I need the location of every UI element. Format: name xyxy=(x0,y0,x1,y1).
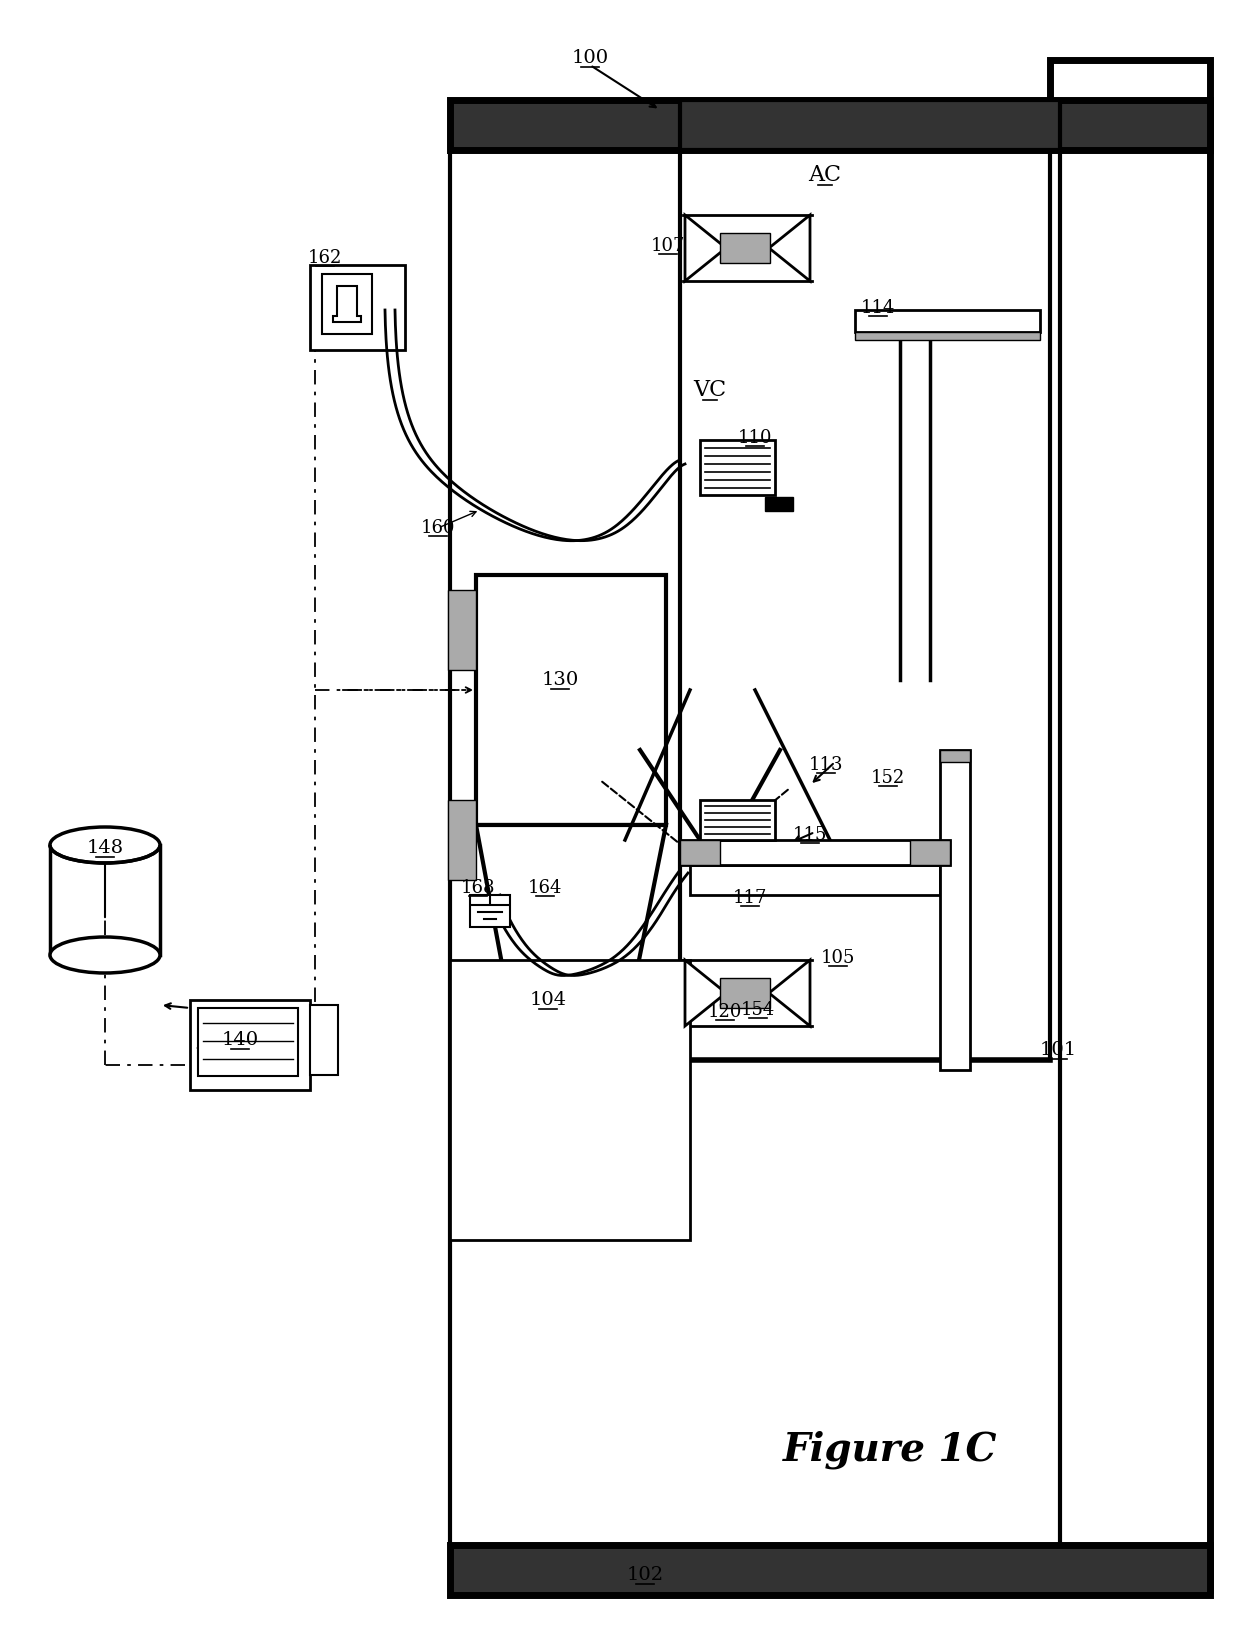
Text: 104: 104 xyxy=(529,991,567,1009)
Polygon shape xyxy=(684,960,725,1025)
Text: AC: AC xyxy=(808,165,842,186)
Bar xyxy=(450,960,689,1239)
Polygon shape xyxy=(334,286,361,323)
Bar xyxy=(476,574,666,825)
Bar xyxy=(856,309,1040,332)
Text: VC: VC xyxy=(693,379,727,402)
Text: 164: 164 xyxy=(528,879,562,897)
Text: 117: 117 xyxy=(733,889,768,907)
Bar xyxy=(856,332,1040,341)
Bar xyxy=(701,439,775,495)
Text: 100: 100 xyxy=(572,49,609,67)
Text: 152: 152 xyxy=(870,769,905,787)
Bar xyxy=(450,100,1060,1595)
Bar xyxy=(190,1001,310,1090)
Bar xyxy=(701,800,775,839)
Text: 101: 101 xyxy=(1039,1040,1076,1058)
Ellipse shape xyxy=(50,937,160,973)
Bar xyxy=(910,839,950,866)
Bar xyxy=(310,1006,339,1075)
Bar xyxy=(720,978,770,1007)
Text: 160: 160 xyxy=(420,518,455,537)
Text: 105: 105 xyxy=(821,950,856,966)
Text: 114: 114 xyxy=(861,300,895,318)
Text: Figure 1C: Figure 1C xyxy=(782,1430,997,1470)
Text: 130: 130 xyxy=(542,672,579,690)
Bar xyxy=(940,751,970,762)
Text: 110: 110 xyxy=(738,430,773,448)
Bar xyxy=(720,234,770,263)
Bar xyxy=(198,1007,298,1076)
Polygon shape xyxy=(769,960,810,1025)
Bar xyxy=(450,100,1210,150)
Text: 102: 102 xyxy=(626,1565,663,1583)
Text: 154: 154 xyxy=(740,1001,775,1019)
Bar xyxy=(680,100,1060,150)
Bar xyxy=(322,273,372,334)
Text: 168: 168 xyxy=(461,879,495,897)
Bar xyxy=(450,1546,1210,1595)
Text: 115: 115 xyxy=(792,826,827,844)
Text: 120: 120 xyxy=(708,1002,743,1021)
Polygon shape xyxy=(769,216,810,281)
Bar xyxy=(470,895,510,927)
Bar xyxy=(765,497,794,510)
Bar xyxy=(448,800,476,881)
Ellipse shape xyxy=(50,826,160,863)
Bar xyxy=(680,839,720,866)
Text: 107: 107 xyxy=(651,237,686,255)
Bar xyxy=(689,866,940,895)
Text: 113: 113 xyxy=(808,756,843,774)
Text: 162: 162 xyxy=(308,249,342,267)
Bar xyxy=(680,839,950,866)
Bar xyxy=(310,265,405,351)
Bar xyxy=(940,751,970,1070)
Text: 148: 148 xyxy=(87,839,124,858)
Polygon shape xyxy=(476,825,666,979)
Bar xyxy=(448,589,476,670)
Bar xyxy=(1050,59,1210,1590)
Text: 140: 140 xyxy=(222,1030,259,1049)
Polygon shape xyxy=(684,216,725,281)
